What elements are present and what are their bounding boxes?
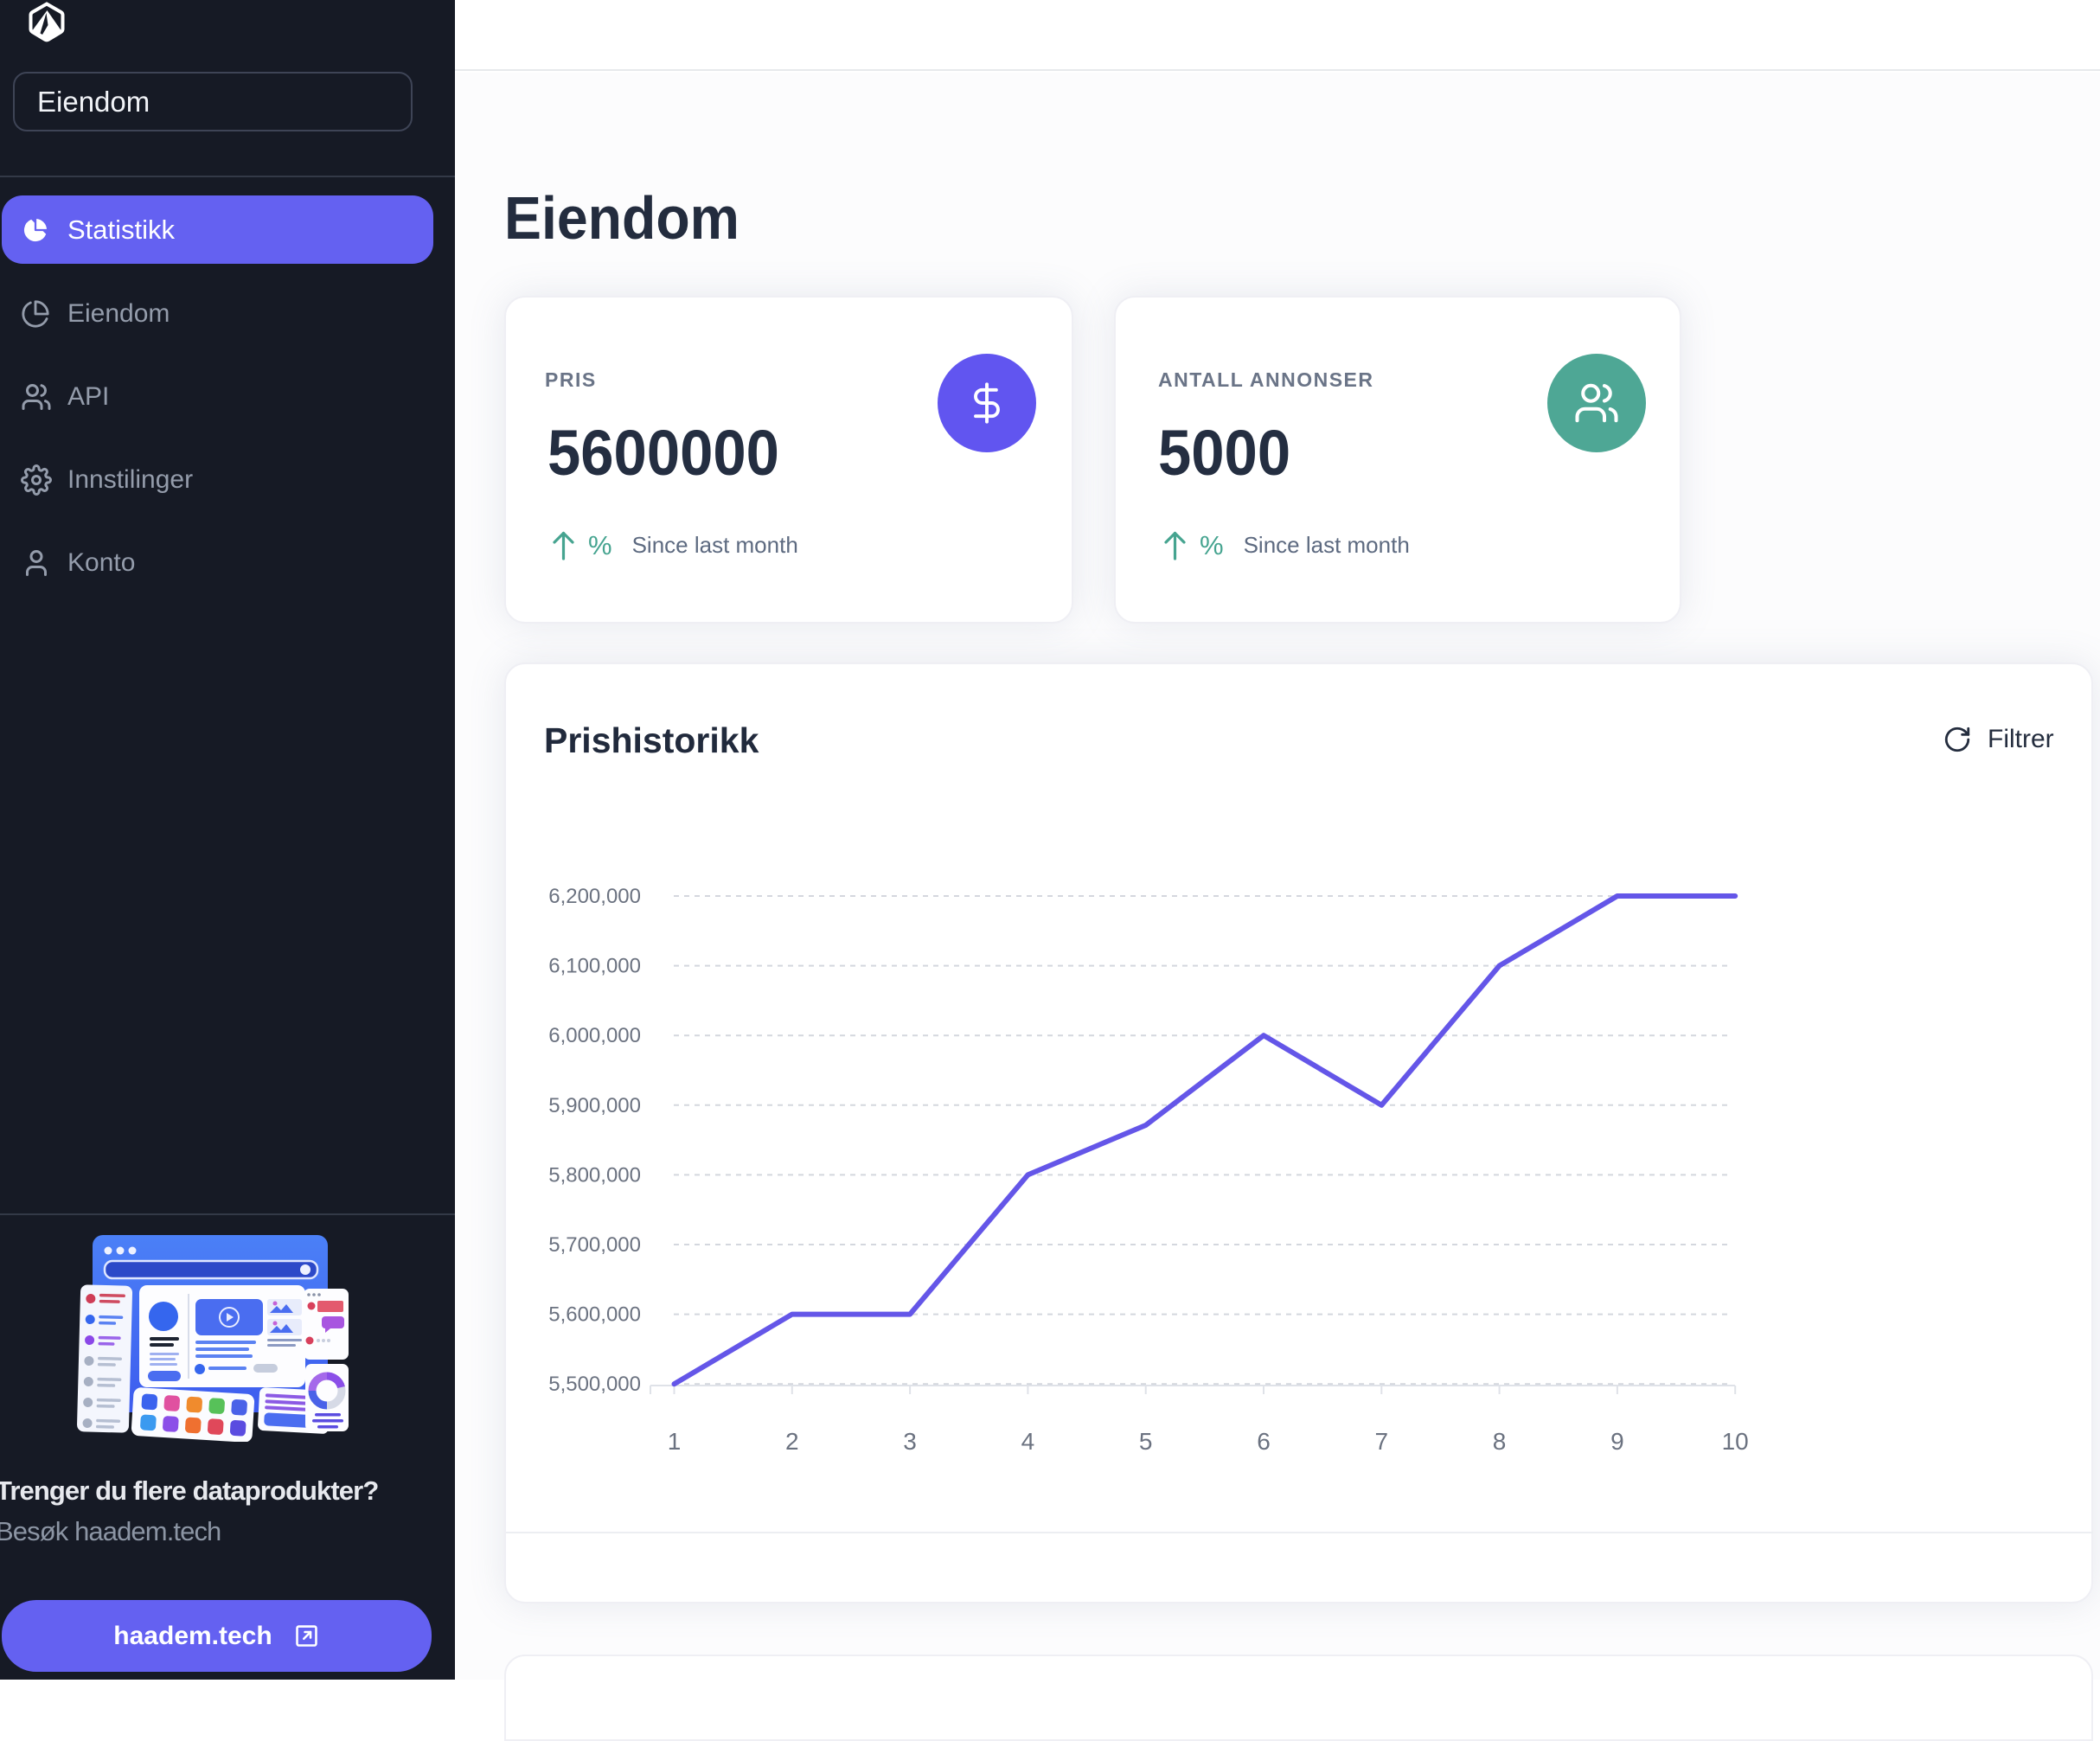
svg-text:2: 2 [785, 1428, 799, 1455]
svg-text:8: 8 [1493, 1428, 1507, 1455]
svg-text:9: 9 [1610, 1428, 1624, 1455]
svg-text:7: 7 [1375, 1428, 1389, 1455]
svg-text:5,600,000: 5,600,000 [548, 1303, 641, 1327]
svg-text:1: 1 [668, 1428, 682, 1455]
svg-text:5,900,000: 5,900,000 [548, 1094, 641, 1117]
svg-text:6,000,000: 6,000,000 [548, 1024, 641, 1047]
svg-text:5,700,000: 5,700,000 [548, 1233, 641, 1257]
svg-text:6,100,000: 6,100,000 [548, 955, 641, 978]
svg-text:6: 6 [1257, 1428, 1271, 1455]
svg-text:4: 4 [1021, 1428, 1035, 1455]
svg-text:5,800,000: 5,800,000 [548, 1163, 641, 1187]
svg-text:5: 5 [1139, 1428, 1153, 1455]
svg-text:6,200,000: 6,200,000 [548, 885, 641, 908]
svg-text:5,500,000: 5,500,000 [548, 1373, 641, 1396]
svg-text:3: 3 [903, 1428, 917, 1455]
svg-text:10: 10 [1722, 1428, 1749, 1455]
